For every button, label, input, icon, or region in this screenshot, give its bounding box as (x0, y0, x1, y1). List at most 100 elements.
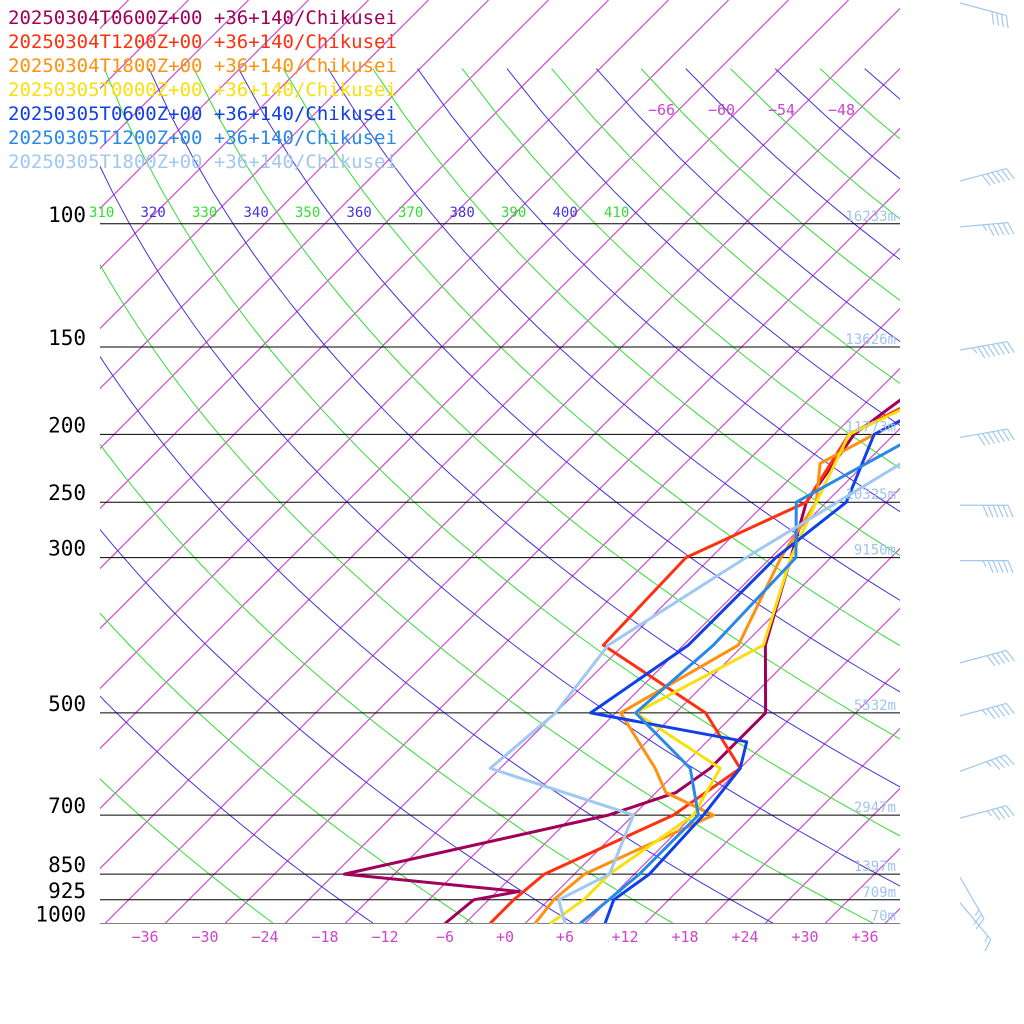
wind-barb-flag (996, 430, 1005, 443)
wind-barb-flag (992, 505, 999, 518)
wind-barb-flag (982, 505, 989, 518)
wind-barb (959, 428, 1015, 446)
profile-line-6 (579, 443, 900, 924)
wind-barb-half-flag (972, 347, 978, 354)
wind-barb-flag (995, 757, 1005, 769)
wind-barb-flag (987, 432, 996, 444)
wind-barb-flag (1001, 704, 1010, 716)
dry-adiabat-line (282, 68, 900, 647)
isotherm-line (100, 0, 849, 750)
isotherm-line (464, 487, 900, 924)
dry-adiabat-line (416, 68, 900, 513)
wind-barb-shaft (959, 222, 1008, 228)
wind-barb-flag (973, 913, 982, 926)
upper-temperature-label: −48 (828, 101, 855, 119)
temperature-tick-label: +24 (731, 928, 758, 946)
isotherm-line (100, 7, 900, 810)
theta-label: 410 (604, 205, 629, 221)
pressure-label: 100 (48, 203, 86, 227)
isotherm-line (100, 0, 429, 330)
legend-entry: 20250304T1800Z+00 +36+140/Chikusei (8, 55, 397, 77)
wind-barb (959, 754, 1015, 772)
wind-barb-shaft (959, 902, 992, 940)
wind-barb-flag (1002, 222, 1010, 235)
legend-entry: 20250305T1800Z+00 +36+140/Chikusei (8, 151, 397, 173)
pressure-label: 1000 (35, 903, 86, 927)
profile-layer (342, 398, 900, 924)
legend-entry: 20250304T1200Z+00 +36+140/Chikusei (8, 31, 397, 53)
temperature-tick-label: +18 (671, 928, 698, 946)
dry-adiabat-line (100, 355, 775, 924)
temperature-tick-label: −12 (371, 928, 398, 946)
isotherm-line (100, 0, 789, 690)
wind-barb-flag (975, 918, 985, 930)
wind-barb-shaft (959, 2, 1007, 17)
height-label: 2947m (854, 800, 896, 816)
wind-barb-half-flag (985, 761, 992, 767)
wind-barb-shaft (959, 876, 985, 919)
theta-label: 400 (553, 205, 578, 221)
wind-barb-flag (986, 655, 996, 667)
wind-barb-flag (1001, 169, 1010, 181)
pressure-label: 150 (48, 326, 86, 350)
height-label: 11773m (845, 419, 896, 435)
profile-line-5 (589, 419, 900, 924)
wind-barb-half-flag (982, 560, 987, 567)
legend-entry: 20250305T0000Z+00 +36+140/Chikusei (8, 79, 397, 101)
isotherm-line (100, 0, 609, 510)
wind-barb-flag (977, 346, 986, 359)
wind-barb-flag (984, 939, 992, 952)
wind-barb-shaft (959, 805, 1007, 819)
wind-barb-flag (996, 343, 1005, 355)
theta-label: 340 (244, 205, 269, 221)
wind-barb-flag (997, 223, 1005, 236)
pressure-label: 300 (48, 537, 86, 561)
wind-barb-flag (992, 560, 999, 573)
height-label: 1397m (854, 859, 896, 875)
height-label: 709m (862, 885, 896, 901)
isotherm-line (524, 547, 900, 924)
wind-barb-flag (1001, 806, 1010, 818)
wind-barb (959, 222, 1015, 237)
isotherm-line (100, 0, 489, 390)
wind-barb-flag (1005, 15, 1009, 29)
wind-barb-flag (981, 174, 991, 186)
wind-barb-flag (977, 433, 986, 446)
isotherm-line (100, 0, 669, 570)
wind-barb (959, 702, 1015, 720)
wind-barb-shaft (959, 167, 1007, 182)
dry-adiabat-line (819, 68, 900, 140)
temperature-tick-label: −6 (436, 928, 454, 946)
wind-barb-flag (996, 652, 1006, 664)
wind-barb-flag (1005, 703, 1015, 715)
theta-label: 360 (347, 205, 372, 221)
profile-line-3 (533, 419, 900, 924)
isotherm-line (704, 727, 900, 924)
wind-barb-flag (1000, 14, 1004, 28)
dry-adiabat-line (100, 165, 900, 887)
dry-adiabat-line (100, 528, 575, 924)
isotherm-line (100, 0, 729, 630)
profile-line-4 (549, 408, 900, 924)
wind-barb (959, 805, 1015, 821)
dry-adiabat-line (100, 778, 275, 924)
dry-adiabat-line (148, 68, 900, 788)
pressure-label: 200 (48, 413, 86, 437)
upper-temperature-label: −54 (768, 101, 795, 119)
upper-temperature-label: −66 (648, 101, 675, 119)
wind-barb-flag (1005, 168, 1015, 180)
isotherm-line (100, 67, 900, 870)
dry-adiabat-line (595, 68, 900, 343)
wind-barb-flag (1006, 428, 1015, 441)
temperature-tick-label: +12 (611, 928, 638, 946)
isotherm-line (100, 0, 309, 210)
height-label: 5532m (854, 698, 896, 714)
temperature-tick-label: +6 (556, 928, 574, 946)
wind-barb-flag (991, 653, 1001, 666)
wind-barb-flag (987, 344, 996, 357)
wind-barb-flag (999, 756, 1010, 767)
wind-barb-flag (986, 708, 996, 720)
height-label: 9150m (854, 543, 896, 559)
legend-entry: 20250305T0600Z+00 +36+140/Chikusei (8, 103, 397, 125)
